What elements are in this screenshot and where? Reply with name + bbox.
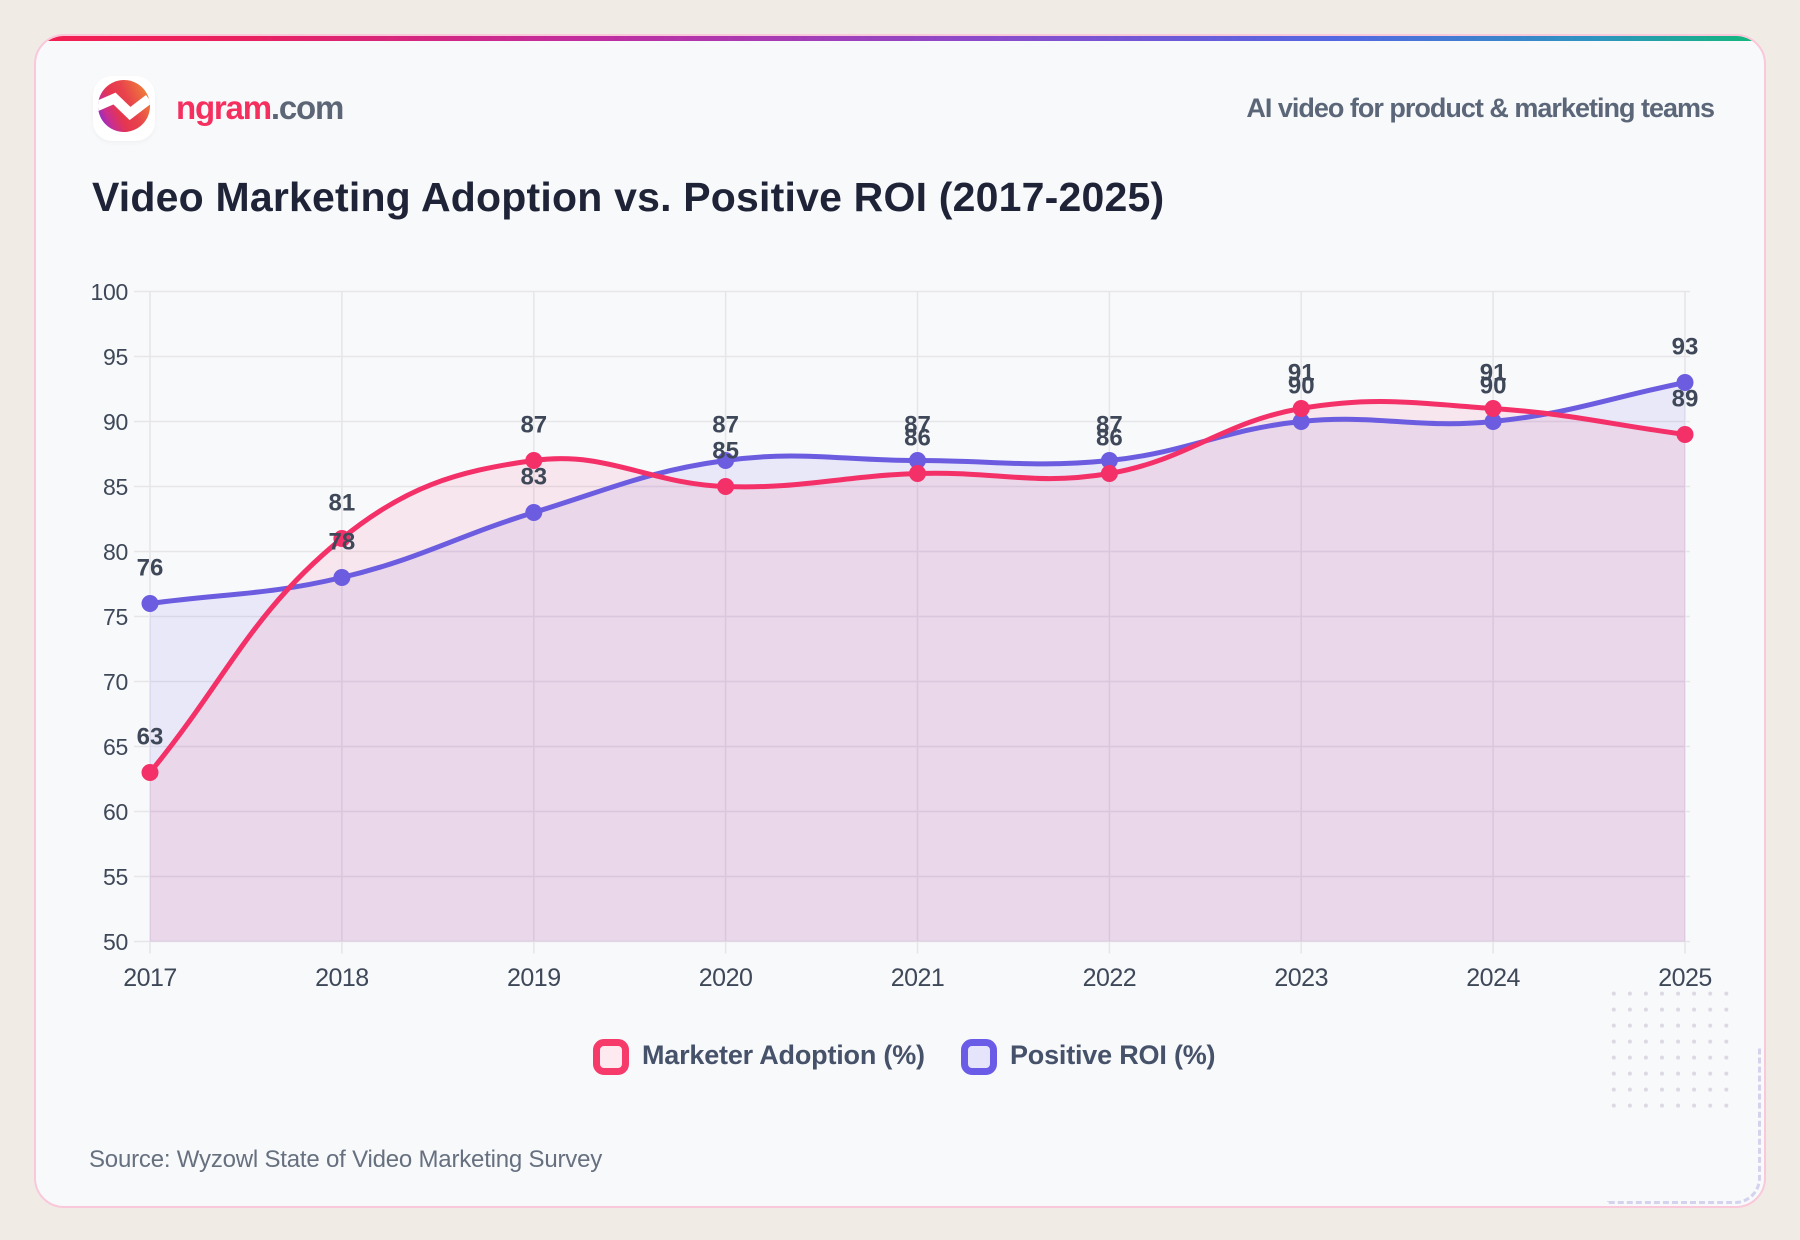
svg-text:2018: 2018	[315, 964, 369, 992]
svg-text:78: 78	[329, 529, 356, 556]
svg-text:55: 55	[103, 864, 128, 890]
svg-text:90: 90	[1480, 373, 1507, 400]
svg-text:90: 90	[103, 409, 128, 435]
svg-text:83: 83	[520, 464, 547, 491]
svg-text:85: 85	[103, 474, 128, 500]
svg-text:90: 90	[1288, 373, 1315, 400]
svg-text:2021: 2021	[891, 964, 945, 992]
svg-text:70: 70	[103, 669, 128, 695]
svg-text:50: 50	[103, 929, 128, 955]
svg-text:2022: 2022	[1083, 964, 1137, 992]
svg-text:60: 60	[103, 799, 128, 825]
svg-text:87: 87	[1096, 412, 1123, 439]
svg-text:80: 80	[103, 539, 128, 565]
svg-text:81: 81	[329, 490, 356, 517]
svg-text:75: 75	[103, 604, 128, 630]
svg-text:2019: 2019	[507, 964, 561, 992]
svg-text:95: 95	[103, 344, 128, 370]
svg-text:87: 87	[712, 412, 739, 439]
svg-text:2023: 2023	[1274, 964, 1328, 992]
svg-text:91: 91	[1480, 360, 1507, 387]
svg-text:2025: 2025	[1658, 964, 1712, 992]
svg-text:2024: 2024	[1466, 964, 1520, 992]
svg-text:65: 65	[103, 734, 128, 760]
svg-text:91: 91	[1288, 360, 1315, 387]
svg-text:100: 100	[91, 279, 128, 305]
svg-text:2020: 2020	[699, 964, 753, 992]
svg-text:2017: 2017	[123, 964, 177, 992]
svg-text:87: 87	[904, 412, 931, 439]
svg-text:87: 87	[520, 412, 547, 439]
svg-text:89: 89	[1672, 386, 1699, 413]
svg-text:93: 93	[1672, 334, 1699, 361]
svg-text:85: 85	[712, 438, 739, 465]
svg-text:63: 63	[137, 724, 164, 751]
svg-text:86: 86	[1096, 425, 1123, 452]
svg-text:76: 76	[137, 555, 164, 582]
svg-text:86: 86	[904, 425, 931, 452]
